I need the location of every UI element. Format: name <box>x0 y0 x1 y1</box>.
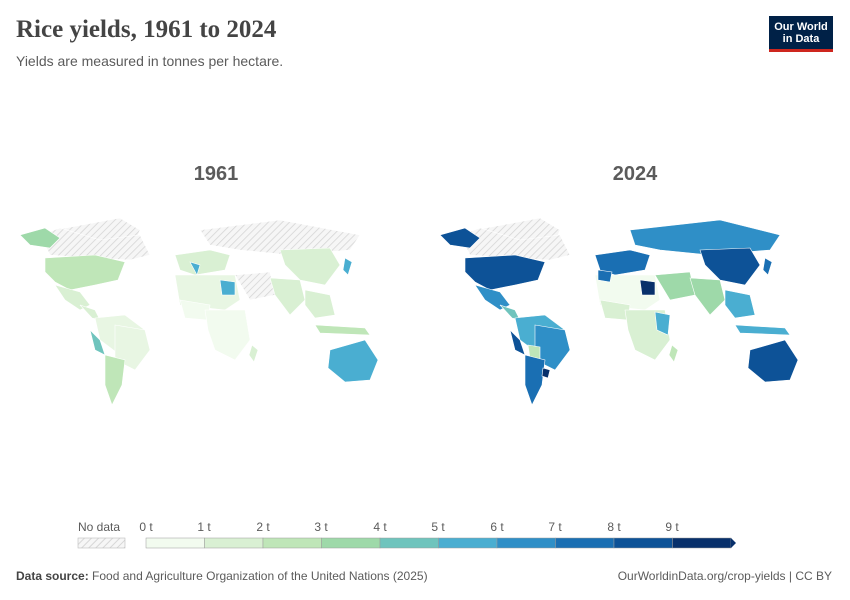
legend-tick-8: 8 t <box>607 520 621 534</box>
legend-no-data-label: No data <box>78 520 121 534</box>
legend-tick-0: 0 t <box>139 520 153 534</box>
legend-bin-7[interactable] <box>555 537 615 549</box>
chart-title: Rice yields, 1961 to 2024 <box>16 16 277 43</box>
map-1961-indonesia[interactable] <box>314 324 371 336</box>
map-1961-middle-east[interactable] <box>234 271 276 301</box>
legend-arrow <box>731 538 736 548</box>
map-1961-alaska[interactable] <box>19 227 61 249</box>
map-1961-usa[interactable] <box>44 254 126 291</box>
map-2024-egypt[interactable] <box>639 279 656 296</box>
map-title-2024: 2024 <box>612 163 658 185</box>
map-2024-madagascar[interactable] <box>668 344 679 363</box>
map-2024-usa[interactable] <box>464 254 546 291</box>
map-2024-uruguay[interactable] <box>541 367 551 379</box>
legend-tick-3: 3 t <box>314 520 328 534</box>
map-2024-canada[interactable] <box>459 227 571 261</box>
map-title-1961: 1961 <box>193 163 239 185</box>
map-2024-morocco[interactable] <box>597 269 613 283</box>
map-2024-southeast-asia[interactable] <box>724 289 756 319</box>
legend-bin-2[interactable] <box>262 537 322 549</box>
owid-logo[interactable]: Our World in Data <box>769 16 833 52</box>
map-2024-middle-east[interactable] <box>654 271 696 301</box>
legend-no-data-swatch[interactable] <box>77 537 126 549</box>
map-2024-china[interactable] <box>699 247 761 286</box>
logo-line-1: Our World <box>774 21 828 33</box>
data-source-label: Data source: <box>16 569 89 583</box>
legend-bin-8[interactable] <box>613 537 673 549</box>
map-2024-south-america-south[interactable] <box>524 354 546 406</box>
map-1961-brazil[interactable] <box>114 324 151 371</box>
map-2024-alaska[interactable] <box>439 227 481 249</box>
map-1961-china[interactable] <box>279 247 341 286</box>
legend-tick-1: 1 t <box>197 520 211 534</box>
map-2024 <box>439 217 799 406</box>
data-source-text: Food and Agriculture Organization of the… <box>92 569 428 583</box>
map-1961 <box>19 217 379 406</box>
legend-tick-6: 6 t <box>490 520 504 534</box>
legend-bin-5[interactable] <box>438 537 498 549</box>
logo-line-2: in Data <box>782 33 820 45</box>
map-2024-east-africa[interactable] <box>654 311 671 336</box>
map-1961-egypt[interactable] <box>219 279 236 296</box>
map-2024-japan[interactable] <box>762 257 773 276</box>
color-legend <box>77 537 736 549</box>
map-1961-europe[interactable] <box>174 249 231 276</box>
legend-bin-4[interactable] <box>379 537 439 549</box>
map-2024-australia[interactable] <box>747 339 799 383</box>
map-2024-indonesia[interactable] <box>734 324 791 336</box>
map-1961-south-america-south[interactable] <box>104 354 126 406</box>
map-1961-southeast-asia[interactable] <box>304 289 336 319</box>
map-1961-south-asia[interactable] <box>269 277 306 316</box>
source-url[interactable]: OurWorldinData.org/crop-yields | CC BY <box>617 569 832 583</box>
legend-tick-9: 9 t <box>665 520 679 534</box>
map-1961-australia[interactable] <box>327 339 379 383</box>
legend-bin-0[interactable] <box>145 537 205 549</box>
map-1961-canada[interactable] <box>39 227 151 261</box>
legend-bin-1[interactable] <box>204 537 264 549</box>
legend-bin-6[interactable] <box>496 537 556 549</box>
map-1961-central-africa[interactable] <box>204 309 251 361</box>
legend-bin-9[interactable] <box>672 537 732 549</box>
map-2024-south-asia[interactable] <box>689 277 726 316</box>
legend-tick-2: 2 t <box>256 520 270 534</box>
legend-tick-5: 5 t <box>431 520 445 534</box>
map-1961-italy[interactable] <box>189 261 201 276</box>
legend-bin-3[interactable] <box>321 537 381 549</box>
world-maps <box>19 217 799 406</box>
map-1961-madagascar[interactable] <box>248 344 259 363</box>
data-source: Data source: Food and Agriculture Organi… <box>16 569 428 583</box>
legend-tick-7: 7 t <box>548 520 562 534</box>
legend-tick-4: 4 t <box>373 520 387 534</box>
chart-subtitle: Yields are measured in tonnes per hectar… <box>16 53 284 69</box>
map-1961-japan[interactable] <box>342 257 353 276</box>
